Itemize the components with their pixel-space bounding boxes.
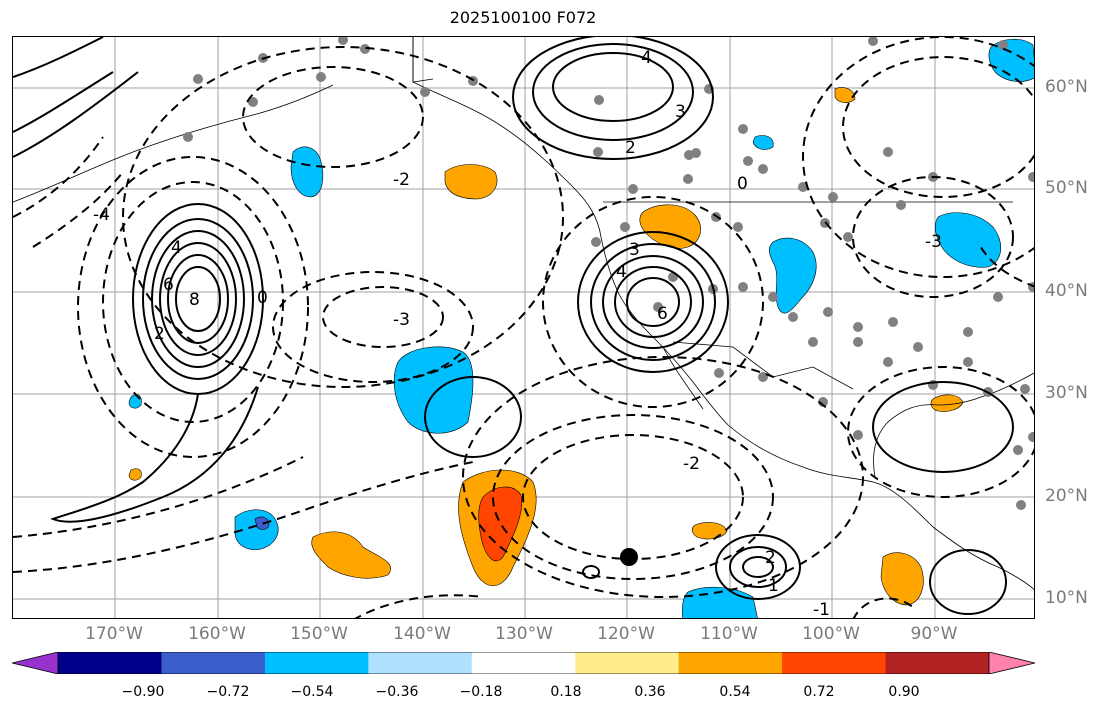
blue-patch: [128, 394, 142, 409]
colorbar-segment: [678, 652, 783, 674]
lat-label: 60°N: [1045, 77, 1088, 97]
lon-label: 150°W: [290, 624, 348, 644]
contour-label: 6: [163, 275, 174, 295]
lat-label: 50°N: [1045, 178, 1088, 198]
contour-label: 2: [625, 138, 636, 158]
north-america-coast: [412, 37, 1034, 591]
colorbar-segment: [575, 652, 680, 674]
colorbar-extend-low: [12, 652, 59, 674]
contour-label: -1: [813, 600, 830, 619]
colorbar-segment: [885, 652, 990, 674]
colorbar-tick-label: −0.18: [459, 684, 503, 700]
lon-label: 170°W: [85, 624, 143, 644]
colorbar-tick-label: 0.18: [550, 684, 582, 700]
map-panel: 8 6 4 2 0 -2 -3 -4 6 4 3 2 0 -2 -3 -1 1 …: [12, 36, 1035, 619]
contour-label: -3: [925, 232, 942, 252]
lat-label: 30°N: [1045, 383, 1088, 403]
lon-label: 120°W: [597, 624, 655, 644]
lat-label: 40°N: [1045, 281, 1088, 301]
orange-patch: [691, 522, 728, 540]
blue-patch: [768, 237, 817, 314]
colorbar-tick-label: 0.72: [803, 684, 835, 700]
colorbar-tick-label: 0.36: [634, 684, 666, 700]
contour-label: 4: [616, 262, 627, 282]
orange-patch: [880, 552, 924, 606]
orange-patch: [311, 531, 391, 579]
blue-patch: [988, 38, 1034, 82]
shaded-anomalies: [128, 38, 1034, 618]
blue-patch: [393, 346, 474, 434]
orange-patch: [834, 87, 856, 103]
contour-label: 4: [171, 238, 182, 258]
blue-patch: [752, 135, 774, 150]
colorbar-segment: [471, 652, 576, 674]
orange-patch: [639, 204, 701, 249]
lon-label: 130°W: [495, 624, 553, 644]
contour-label: 2: [154, 324, 165, 344]
colorbar: [12, 652, 1035, 674]
colorbar-segment: [58, 652, 162, 674]
contour-label: 2: [765, 548, 776, 568]
baja: [662, 346, 704, 410]
blue-patch: [290, 146, 324, 198]
orange-patch: [128, 468, 142, 481]
orange-patch: [444, 164, 498, 200]
positive-contours: [13, 37, 1014, 615]
contour-label: 3: [675, 102, 686, 122]
contour-label: 1: [768, 576, 779, 596]
colorbar-tick-label: 0.54: [719, 684, 751, 700]
lat-label: 20°N: [1045, 486, 1088, 506]
lon-label: 140°W: [393, 624, 451, 644]
storm-center-dot: [620, 548, 638, 566]
colorbar-tick-label: −0.72: [206, 684, 250, 700]
contour-label: -3: [393, 310, 410, 330]
colorbar-tick-label: −0.36: [375, 684, 419, 700]
contour-label: 8: [189, 290, 200, 310]
lon-label: 110°W: [700, 624, 758, 644]
orange-patch: [930, 394, 964, 412]
contour-label: 0: [257, 288, 268, 308]
colorbar-tick-label: 0.90: [888, 684, 920, 700]
negative-contours: [13, 37, 1034, 618]
contour-label: 0: [737, 174, 748, 194]
station-markers: [183, 37, 1034, 510]
colorbar-segment: [782, 652, 887, 674]
lon-label: 90°W: [910, 624, 958, 644]
contour-labels: 8 6 4 2 0 -2 -3 -4 6 4 3 2 0 -2 -3 -1 1 …: [93, 48, 942, 619]
colorbar-segment: [368, 652, 473, 674]
colorbar-tick-label: −0.54: [290, 684, 334, 700]
colorbar-segments: [12, 652, 1035, 674]
contour-label: 3: [629, 240, 640, 260]
contour-label: 6: [657, 304, 668, 324]
contour-label: -2: [683, 454, 700, 474]
contour-label: 4: [641, 48, 652, 68]
aleutians: [13, 84, 334, 203]
lon-label: 160°W: [188, 624, 246, 644]
contour-label: -2: [393, 170, 410, 190]
map-canvas: 8 6 4 2 0 -2 -3 -4 6 4 3 2 0 -2 -3 -1 1 …: [13, 37, 1034, 619]
colorbar-segment: [161, 652, 266, 674]
colorbar-segment: [264, 652, 369, 674]
alaska-border: [412, 37, 434, 83]
darkblue-patch: [254, 516, 270, 530]
gulf-coast: [873, 372, 1034, 478]
colorbar-extend-high: [988, 652, 1035, 674]
map-title: 2025100100 F072: [449, 8, 597, 27]
contour-label: -4: [93, 205, 110, 225]
colorbar-tick-label: −0.90: [121, 684, 165, 700]
lon-label: 100°W: [802, 624, 860, 644]
lat-label: 10°N: [1045, 588, 1088, 608]
